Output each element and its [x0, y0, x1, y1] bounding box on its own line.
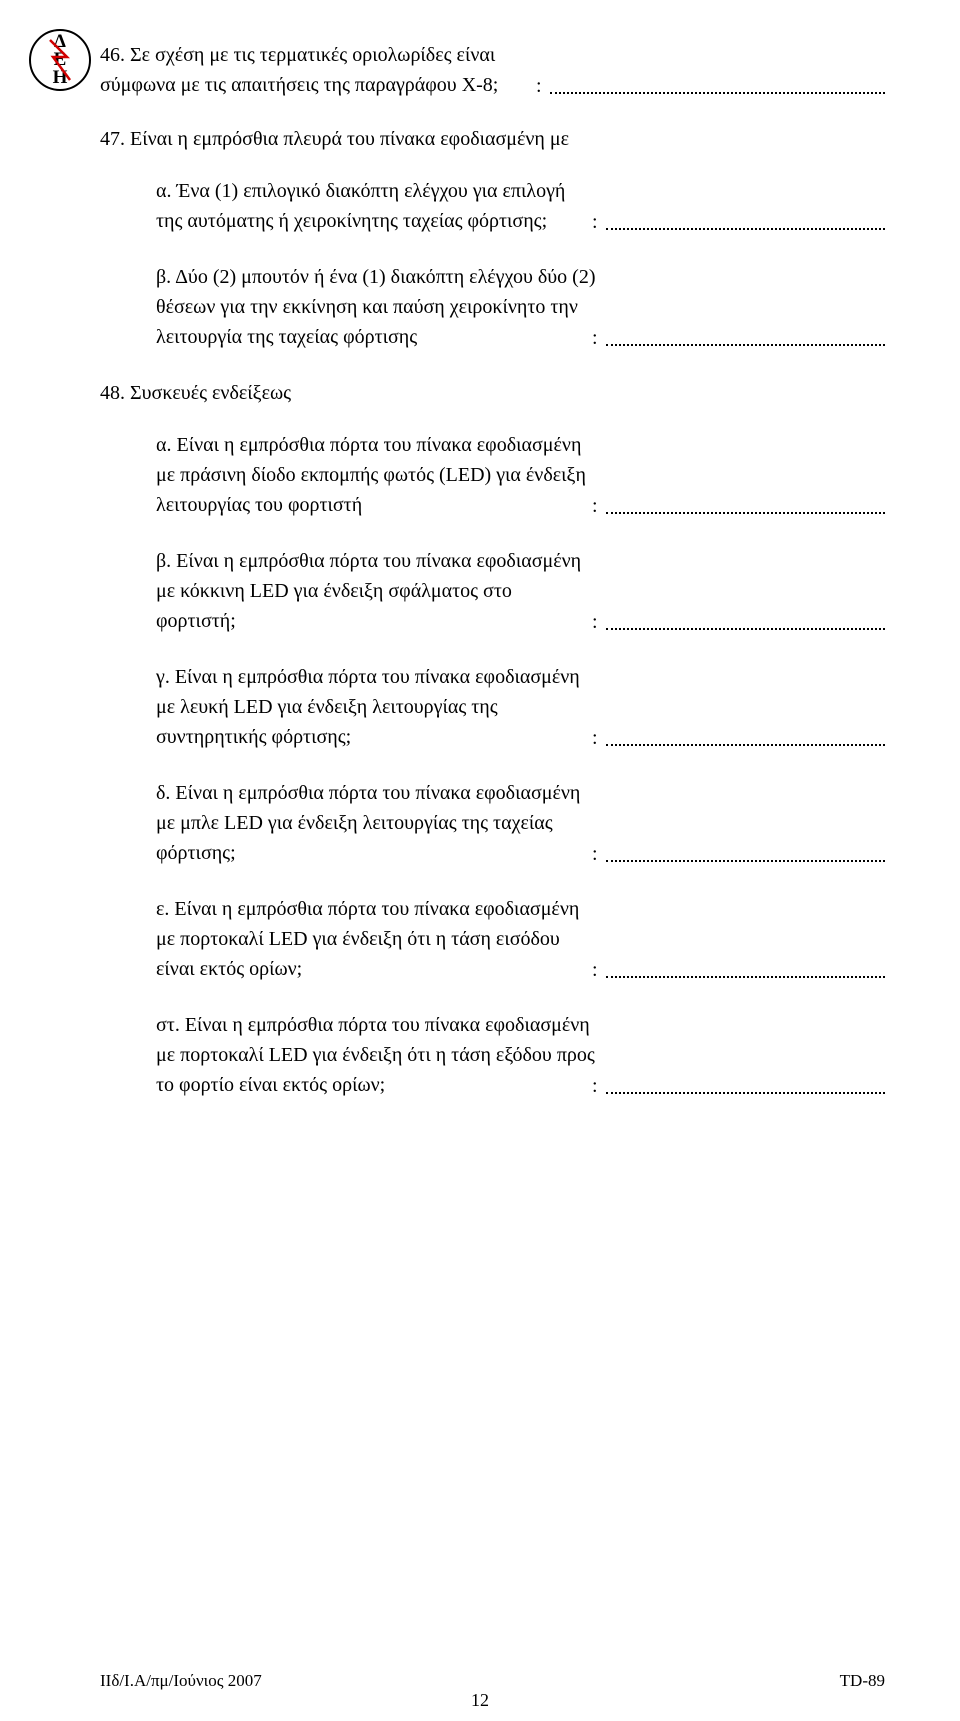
answer-line — [606, 324, 885, 346]
answer-line — [606, 1072, 885, 1094]
page: Δ Ε Η 46. Σε σχέση με τις τερματικές ορι… — [0, 0, 960, 1721]
sub-text: β. Δύο (2) μπουτόν ή ένα (1) διακόπτη ελ… — [156, 262, 606, 352]
sub-item: α. Είναι η εμπρόσθια πόρτα του πίνακα εφ… — [156, 430, 885, 520]
sub-row: β. Είναι η εμπρόσθια πόρτα του πίνακα εφ… — [156, 546, 885, 636]
answer-line — [606, 840, 885, 862]
sub-row: ε. Είναι η εμπρόσθια πόρτα του πίνακα εφ… — [156, 894, 885, 984]
footer-right: TD-89 — [840, 1671, 885, 1691]
sub-item: δ. Είναι η εμπρόσθια πόρτα του πίνακα εφ… — [156, 778, 885, 868]
sub-text: γ. Είναι η εμπρόσθια πόρτα του πίνακα εφ… — [156, 662, 606, 752]
sub-item: α. Ένα (1) επιλογικό διακόπτη ελέγχου γι… — [156, 176, 885, 236]
question-row: 46. Σε σχέση με τις τερματικές οριολωρίδ… — [100, 40, 885, 100]
page-footer: ΙΙδ/Ι.Α/πμ/Ιούνιος 2007 TD-89 — [100, 1671, 885, 1691]
sub-text: στ. Είναι η εμπρόσθια πόρτα του πίνακα ε… — [156, 1010, 606, 1100]
answer-line — [606, 208, 885, 230]
sub-item: β. Δύο (2) μπουτόν ή ένα (1) διακόπτη ελ… — [156, 262, 885, 352]
answer-line — [606, 724, 885, 746]
sub-text: β. Είναι η εμπρόσθια πόρτα του πίνακα εφ… — [156, 546, 606, 636]
question-item: 47. Είναι η εμπρόσθια πλευρά του πίνακα … — [100, 124, 885, 352]
sub-item: β. Είναι η εμπρόσθια πόρτα του πίνακα εφ… — [156, 546, 885, 636]
sub-item: γ. Είναι η εμπρόσθια πόρτα του πίνακα εφ… — [156, 662, 885, 752]
sub-text: δ. Είναι η εμπρόσθια πόρτα του πίνακα εφ… — [156, 778, 606, 868]
question-item: 48. Συσκευές ενδείξεως α. Είναι η εμπρόσθ… — [100, 378, 885, 1100]
answer-line — [606, 492, 885, 514]
sub-list: α. Ένα (1) επιλογικό διακόπτη ελέγχου γι… — [156, 176, 885, 352]
answer-line — [606, 956, 885, 978]
company-logo: Δ Ε Η — [28, 28, 92, 92]
footer-left: ΙΙδ/Ι.Α/πμ/Ιούνιος 2007 — [100, 1671, 262, 1691]
sub-row: α. Ένα (1) επιλογικό διακόπτη ελέγχου γι… — [156, 176, 885, 236]
sub-item: στ. Είναι η εμπρόσθια πόρτα του πίνακα ε… — [156, 1010, 885, 1100]
answer-line — [550, 72, 885, 94]
sub-row: γ. Είναι η εμπρόσθια πόρτα του πίνακα εφ… — [156, 662, 885, 752]
question-text: 47. Είναι η εμπρόσθια πλευρά του πίνακα … — [100, 124, 885, 154]
question-text: 48. Συσκευές ενδείξεως — [100, 378, 885, 408]
sub-row: α. Είναι η εμπρόσθια πόρτα του πίνακα εφ… — [156, 430, 885, 520]
sub-text: ε. Είναι η εμπρόσθια πόρτα του πίνακα εφ… — [156, 894, 606, 984]
question-text: 46. Σε σχέση με τις τερματικές οριολωρίδ… — [100, 40, 550, 100]
page-number: 12 — [0, 1690, 960, 1711]
sub-row: β. Δύο (2) μπουτόν ή ένα (1) διακόπτη ελ… — [156, 262, 885, 352]
document-body: 46. Σε σχέση με τις τερματικές οριολωρίδ… — [100, 40, 885, 1100]
sub-text: α. Ένα (1) επιλογικό διακόπτη ελέγχου γι… — [156, 176, 606, 236]
sub-row: στ. Είναι η εμπρόσθια πόρτα του πίνακα ε… — [156, 1010, 885, 1100]
question-item: 46. Σε σχέση με τις τερματικές οριολωρίδ… — [100, 40, 885, 100]
sub-list: α. Είναι η εμπρόσθια πόρτα του πίνακα εφ… — [156, 430, 885, 1100]
sub-text: α. Είναι η εμπρόσθια πόρτα του πίνακα εφ… — [156, 430, 606, 520]
logo-letter-eta: Η — [53, 67, 68, 88]
answer-line — [606, 608, 885, 630]
sub-row: δ. Είναι η εμπρόσθια πόρτα του πίνακα εφ… — [156, 778, 885, 868]
sub-item: ε. Είναι η εμπρόσθια πόρτα του πίνακα εφ… — [156, 894, 885, 984]
